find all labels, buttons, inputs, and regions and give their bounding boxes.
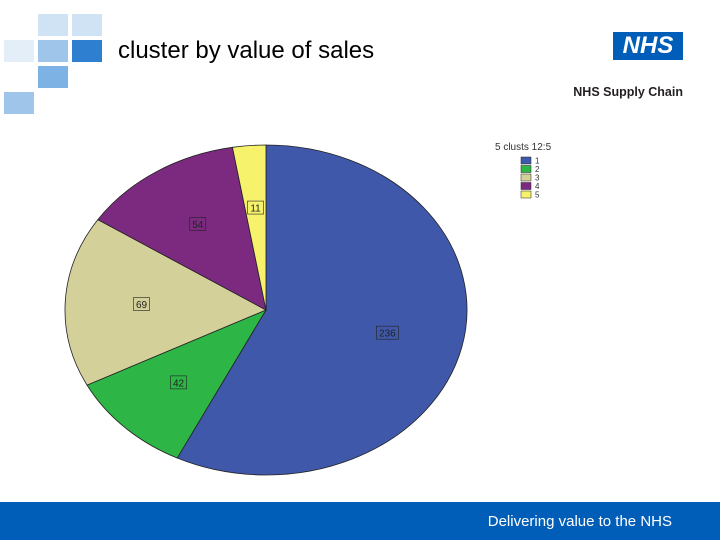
nhs-supply-chain-label: NHS Supply Chain	[573, 85, 683, 99]
data-label-box	[133, 297, 150, 311]
legend-swatch-1	[520, 156, 532, 165]
legend-swatch-4	[520, 182, 532, 190]
data-label-2: 42	[173, 378, 185, 389]
legend-label-5: 5	[535, 191, 540, 200]
data-label-box	[247, 200, 264, 215]
nhs-logo: NHS	[613, 32, 683, 60]
slide-title: cluster by value of sales	[118, 37, 375, 64]
decor-square	[38, 66, 68, 88]
legend-label-4: 4	[535, 182, 540, 191]
data-label-1: 236	[379, 329, 396, 340]
decor-square	[72, 14, 102, 36]
data-label-3: 69	[136, 300, 148, 311]
pie-slice-4	[97, 146, 267, 311]
data-label-box	[189, 217, 207, 231]
pie-data-labels: 236 42 69 54 11	[133, 200, 399, 390]
footer-tagline: Delivering value to the NHS	[487, 513, 672, 530]
decor-square	[38, 40, 68, 62]
pie-slice-3	[64, 219, 267, 386]
footer-bar: Delivering value to the NHS	[0, 502, 720, 540]
pie-slice-1	[176, 144, 468, 476]
decor-square	[72, 40, 102, 62]
data-label-box	[376, 325, 399, 340]
pie-slices	[64, 144, 468, 476]
legend-label-2: 2	[535, 165, 540, 174]
decorative-squares	[0, 0, 110, 130]
decor-square	[4, 92, 34, 114]
legend-label-1: 1	[535, 157, 540, 166]
legend-title: 5 clusts 12:5	[495, 142, 552, 153]
legend-swatch-5	[520, 190, 532, 199]
legend-swatch-2	[520, 165, 532, 173]
pie-slice-5	[231, 144, 267, 311]
data-label-5: 11	[250, 204, 261, 215]
decor-square	[4, 40, 34, 62]
data-label-4: 54	[192, 220, 204, 231]
data-label-box	[170, 375, 187, 390]
legend-swatch-3	[520, 173, 532, 182]
decor-square	[38, 14, 68, 36]
legend-label-3: 3	[535, 174, 540, 183]
